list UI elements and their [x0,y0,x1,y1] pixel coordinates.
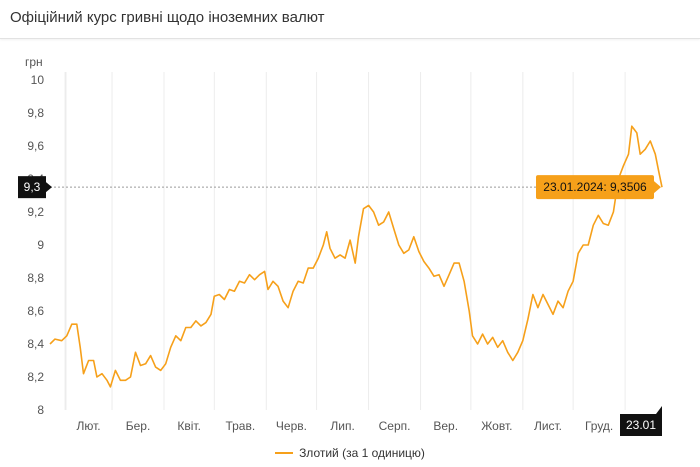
y-tick-label: 8,4 [27,337,44,351]
chart-legend[interactable]: Злотий (за 1 одиницю) [0,446,700,460]
page-title: Офіційний курс гривні щодо іноземних вал… [10,9,325,26]
y-tick-label: 9,8 [27,106,44,120]
x-tick-label: Лип. [330,419,354,433]
page-header: Офіційний курс гривні щодо іноземних вал… [0,0,700,39]
x-tick-label: Серп. [379,419,411,433]
crosshair-y-pointer [46,182,52,193]
legend-label: Злотий (за 1 одиницю) [299,446,425,460]
y-axis-ticks: 109,89,69,49,298,88,68,48,28 [27,73,44,417]
crosshair-x-text: 23.01 [626,418,656,432]
tooltip-box [536,175,654,200]
x-tick-label: Лист. [534,419,562,433]
y-tick-label: 9,6 [27,139,44,153]
y-tick-label: 8,2 [27,370,44,384]
x-tick-label: Трав. [225,419,255,433]
y-tick-label: 10 [31,73,45,87]
x-axis-ticks: Лют. Бер. Квіт. Трав. Черв. Лип. Серп. Вер. Жовт… [77,419,614,433]
crosshair-x-pointer [656,406,662,414]
x-tick-label: Груд. [585,419,613,433]
series-line-zloty[interactable] [49,125,663,388]
y-axis-label: грн [25,55,43,69]
crosshair-y-text: 9,3 [24,180,41,194]
crosshair-y-label: 9,3 [18,176,52,199]
y-tick-label: 9,2 [27,205,44,219]
crosshair-x-box [620,414,662,436]
y-tick-label: 9 [37,238,44,252]
crosshair-x-label: 23.01 [620,406,662,436]
crosshair-y-box [18,176,46,199]
x-tick-label: Жовт. [481,419,512,433]
x-tick-label: Черв. [276,419,307,433]
x-tick-label: Лют. [77,419,101,433]
legend-swatch [275,451,294,454]
tooltip-pointer [654,181,661,194]
tooltip-text: 23.01.2024: 9,3506 [543,180,647,194]
x-tick-label: Вер. [433,419,458,433]
x-tick-label: Квіт. [177,419,201,433]
y-tick-label: 8 [37,403,44,417]
chart-grid [64,72,626,410]
data-tooltip: 23.01.2024: 9,3506 [536,175,661,200]
y-tick-label: 8,8 [27,271,44,285]
x-tick-label: Бер. [126,419,151,433]
y-tick-label: 8,6 [27,304,44,318]
